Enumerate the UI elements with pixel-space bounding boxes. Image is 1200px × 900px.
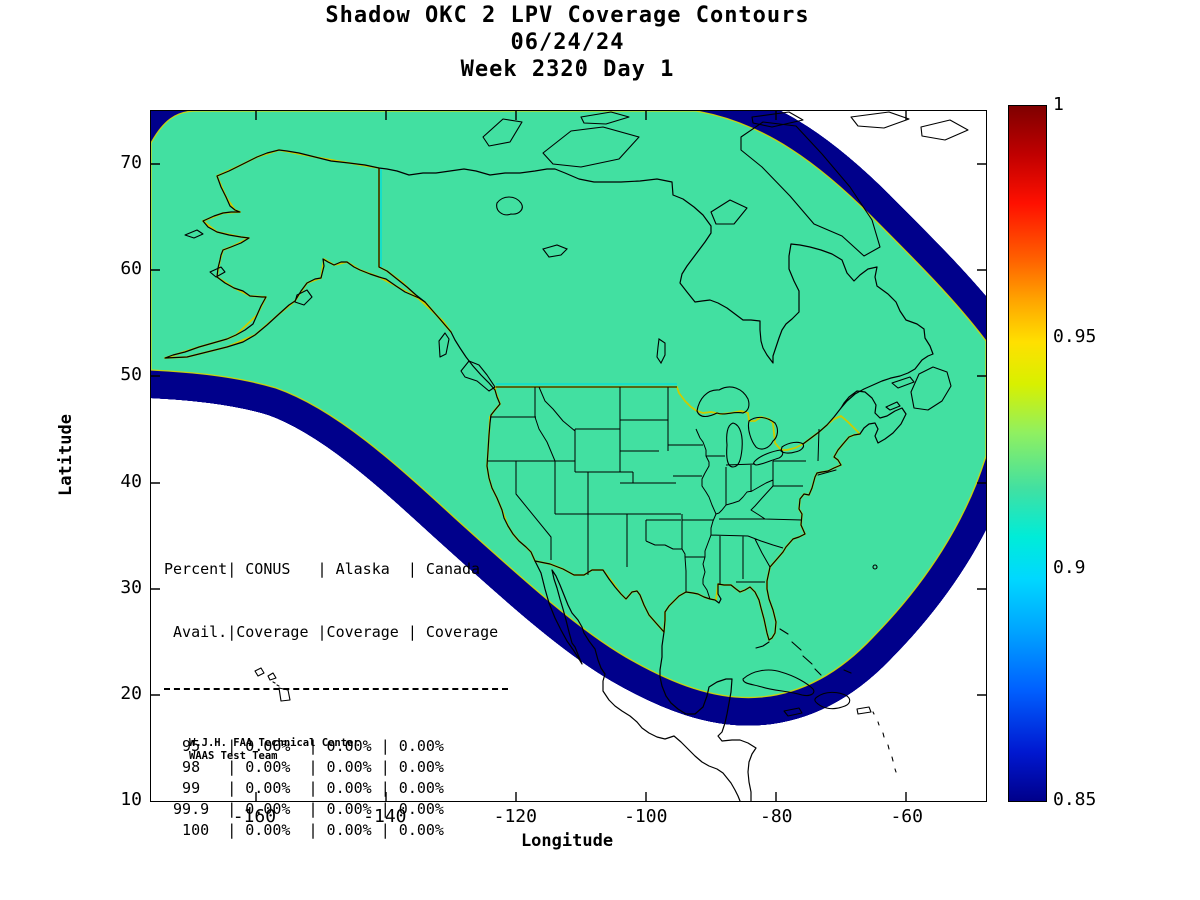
table-row: 95 | 0.00% | 0.00% | 0.00%	[164, 737, 444, 755]
coastlines	[164, 149, 934, 801]
lake-winnipeg	[656, 338, 666, 365]
axis-tick-marks	[151, 111, 986, 801]
southampton-island	[710, 199, 748, 225]
hispaniola	[814, 691, 851, 710]
colorbar-tick-label: 0.9	[1053, 557, 1086, 579]
long-island	[817, 469, 837, 476]
y-tick-label: 30	[120, 576, 142, 598]
newfoundland	[910, 366, 952, 411]
jamaica	[783, 707, 803, 717]
arctic-island-fragment-2	[920, 119, 969, 141]
anticosti-island	[891, 376, 915, 389]
table-header-row-1: Percent| CONUS | Alaska | Canada	[164, 560, 481, 578]
x-tick-label: -80	[759, 806, 793, 827]
table-row: 99.9 | 0.00% | 0.00% | 0.00%	[164, 800, 444, 818]
y-tick-label: 40	[120, 470, 142, 492]
lake-michigan	[726, 422, 743, 468]
alaska-canada-border	[378, 167, 426, 303]
haida-gwaii	[438, 332, 450, 358]
table-header-row-2: Avail.|Coverage |Coverage | Coverage	[164, 623, 499, 641]
state-borders	[488, 386, 820, 600]
prince-edward-island	[885, 401, 901, 411]
baffin-island	[740, 121, 881, 257]
y-tick-label: 50	[120, 364, 142, 386]
lake-superior	[696, 386, 750, 418]
coverage-statistics-table: Percent| CONUS | Alaska | Canada Avail.|…	[164, 517, 508, 883]
banks-island	[482, 118, 523, 147]
y-tick-label: 20	[120, 682, 142, 704]
florida-keys	[755, 641, 770, 649]
lake-ontario	[780, 441, 805, 454]
colorbar-tick-label: 0.95	[1053, 325, 1097, 347]
x-axis-label: Longitude	[520, 831, 614, 851]
map-plot-area: Percent| CONUS | Alaska | Canada Avail.|…	[150, 110, 987, 839]
st-lawrence-river	[802, 407, 842, 445]
colorbar-tick-label: 0.85	[1053, 789, 1097, 810]
x-tick-label: -140	[363, 806, 407, 827]
colorbar-tick-label: 1	[1053, 94, 1064, 115]
coverage-map-svg	[151, 111, 986, 801]
arctic-island-fragment	[850, 111, 910, 129]
x-tick-label: -120	[493, 806, 537, 827]
table-body: 95 | 0.00% | 0.00% | 0.00% 98 | 0.00% | …	[164, 736, 508, 841]
nunivak-island	[209, 266, 226, 278]
figure-date: 06/24/24	[510, 30, 625, 55]
bahamas	[779, 628, 852, 676]
islands	[184, 111, 969, 773]
devon-island	[751, 111, 804, 128]
figure-title: Shadow OKC 2 LPV Coverage Contours	[325, 3, 810, 28]
y-tick-label: 70	[120, 152, 142, 174]
vancouver-island	[460, 360, 496, 392]
x-tick-label: -60	[890, 806, 923, 827]
credit-line-2: WAAS Test Team	[189, 750, 278, 762]
north-america-coastline	[164, 149, 934, 801]
credit-text: W.J.H. FAA Technical Center WAAS Test Te…	[189, 737, 360, 763]
puerto-rico	[856, 706, 872, 715]
credit-line-1: W.J.H. FAA Technical Center	[189, 737, 360, 749]
great-bear-lake	[496, 196, 523, 216]
melville-island	[580, 111, 630, 125]
y-tick-label: 10	[120, 789, 142, 810]
table-row: 98 | 0.00% | 0.00% | 0.00%	[164, 758, 444, 776]
lake-huron	[747, 416, 778, 450]
y-tick-label: 60	[120, 258, 142, 280]
figure-week-day: Week 2320 Day 1	[460, 57, 675, 82]
figure-title-block: Shadow OKC 2 LPV Coverage Contours 06/24…	[150, 2, 985, 83]
great-slave-lake	[542, 244, 568, 258]
table-header-separator	[164, 688, 508, 690]
x-tick-label: -100	[624, 806, 668, 827]
x-tick-label: -160	[232, 806, 277, 827]
colorbar	[1008, 105, 1047, 802]
cuba	[742, 669, 815, 697]
st-lawrence-island	[184, 229, 204, 239]
victoria-island	[542, 126, 640, 168]
table-row: 100 | 0.00% | 0.00% | 0.00%	[164, 821, 444, 839]
lakes	[496, 196, 805, 468]
lesser-antilles	[872, 711, 897, 773]
lake-erie	[753, 449, 784, 466]
us-mexico-border	[534, 560, 665, 633]
kodiak-island	[294, 289, 313, 306]
bermuda	[872, 564, 878, 570]
canada-region-outline	[380, 168, 677, 385]
y-axis-label: Latitude	[56, 414, 76, 496]
table-row: 99 | 0.00% | 0.00% | 0.00%	[164, 779, 444, 797]
hawaii	[254, 667, 291, 702]
